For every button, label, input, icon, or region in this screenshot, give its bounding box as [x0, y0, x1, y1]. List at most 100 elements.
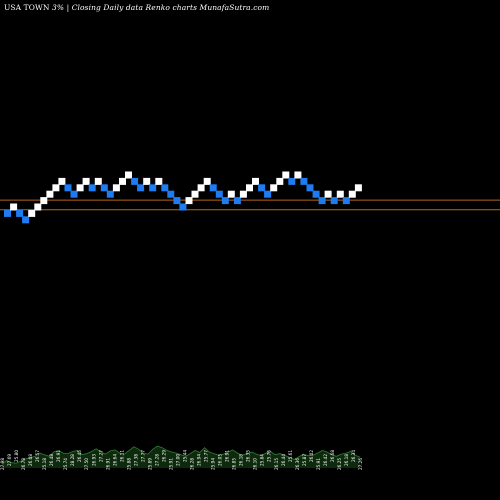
- price-label: 27.00: [176, 454, 181, 466]
- price-label: 26.29: [162, 450, 167, 462]
- renko-brick-up: [239, 190, 247, 198]
- price-label: 26.42: [323, 454, 328, 466]
- renko-brick-down: [149, 184, 157, 192]
- price-label: 25.94: [211, 458, 216, 470]
- renko-brick-down: [137, 184, 145, 192]
- price-label: 26.68: [330, 450, 335, 462]
- renko-brick-up: [155, 177, 163, 185]
- renko-brick-up: [143, 177, 151, 185]
- renko-brick-up: [185, 197, 193, 205]
- renko-brick-up: [76, 184, 84, 192]
- renko-brick-up: [246, 184, 253, 192]
- price-label: 26.85: [232, 458, 237, 470]
- renko-brick-up: [52, 184, 60, 192]
- price-label: 26.08: [28, 454, 33, 466]
- price-label: 26.45: [77, 450, 82, 462]
- renko-brick-down: [22, 216, 30, 224]
- price-label: 25.89: [147, 458, 152, 470]
- renko-brick-down: [209, 184, 217, 192]
- price-label: 26.36: [295, 458, 300, 470]
- renko-brick-up: [28, 209, 36, 217]
- price-label: 25.88: [126, 458, 131, 470]
- price-label: 27.98: [0, 458, 5, 470]
- renko-brick-up: [282, 171, 290, 179]
- price-label: 26.10: [253, 458, 258, 470]
- price-label: 26.91: [225, 450, 230, 462]
- reference-lines: [0, 199, 500, 211]
- renko-brick-up: [270, 184, 278, 192]
- renko-brick-down: [16, 209, 24, 217]
- price-label: 25.91: [316, 458, 321, 470]
- price-label: 25.84: [260, 454, 265, 466]
- renko-brick-up: [119, 177, 126, 185]
- renko-brick-up: [348, 190, 356, 198]
- renko-brick-down: [100, 184, 108, 192]
- renko-brick-down: [179, 203, 187, 211]
- renko-brick-down: [131, 177, 139, 185]
- renko-brick-up: [94, 177, 102, 185]
- renko-brick-down: [167, 190, 175, 198]
- renko-brick-up: [46, 190, 54, 198]
- renko-brick-up: [336, 190, 344, 198]
- renko-brick-up: [354, 184, 362, 192]
- renko-brick-down: [215, 190, 223, 198]
- chart-description: Closing Daily data Renko charts MunafaSu…: [71, 3, 270, 12]
- renko-brick-down: [4, 209, 11, 217]
- renko-brick-down: [330, 197, 338, 205]
- price-label: 25.76: [267, 450, 272, 462]
- price-label: 26.05: [218, 454, 223, 466]
- renko-brick-down: [258, 184, 266, 192]
- price-label: 26.93: [91, 454, 96, 466]
- price-label: 26.48: [49, 454, 54, 466]
- price-label: 25.44: [183, 450, 188, 462]
- price-label: 26.91: [105, 458, 110, 470]
- price-label: 26.25: [337, 458, 342, 470]
- renko-brick-up: [10, 203, 18, 211]
- renko-brick-up: [82, 177, 90, 185]
- price-label: 25.77: [204, 450, 209, 462]
- price-label: 26.78: [21, 458, 26, 470]
- price-label: 26.11: [119, 450, 124, 462]
- renko-brick-down: [106, 190, 114, 198]
- renko-brick-down: [306, 184, 314, 192]
- price-label: 27.28: [154, 454, 159, 466]
- percent-change: 3%: [51, 3, 65, 12]
- price-label: 25.80: [14, 450, 19, 462]
- renko-brick-up: [40, 197, 48, 205]
- renko-brick-up: [294, 171, 302, 179]
- price-label: 25.74: [63, 458, 68, 470]
- price-label: 26.35: [246, 450, 251, 462]
- volume-panel: [1, 445, 361, 468]
- renko-brick-down: [88, 184, 96, 192]
- price-label: 26.15: [274, 458, 279, 470]
- renko-brick-up: [324, 190, 332, 198]
- renko-brick-up: [58, 177, 66, 185]
- renko-brick-up: [252, 177, 259, 185]
- renko-brick-down: [342, 197, 350, 205]
- price-label: 27.77: [140, 450, 145, 462]
- price-label: 26.18: [344, 454, 349, 466]
- renko-brick-down: [173, 197, 181, 205]
- renko-brick-up: [203, 177, 211, 185]
- price-label: 27.69: [7, 454, 12, 466]
- volume-line: [1, 445, 361, 465]
- price-label: 27.50: [84, 458, 89, 470]
- price-label: 26.94: [197, 454, 202, 466]
- price-label: 26.02: [309, 450, 314, 462]
- renko-brick-up: [112, 184, 120, 192]
- price-label: 27.26: [358, 458, 363, 470]
- price-label: 26.28: [190, 458, 195, 470]
- renko-brick-up: [227, 190, 235, 198]
- price-label: 25.87: [302, 454, 307, 466]
- symbol-label: USA TOWN: [4, 3, 50, 12]
- renko-brick-up: [276, 177, 284, 185]
- renko-brick-down: [264, 190, 272, 198]
- price-label: 27.38: [133, 454, 138, 466]
- price-label: 26.44: [281, 454, 286, 466]
- renko-brick-down: [312, 190, 320, 198]
- renko-brick-up: [34, 203, 42, 211]
- renko-brick-down: [64, 184, 72, 192]
- renko-brick-down: [70, 190, 78, 198]
